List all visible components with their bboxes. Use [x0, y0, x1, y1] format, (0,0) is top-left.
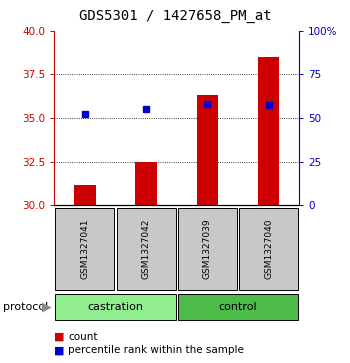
- Text: count: count: [68, 332, 98, 342]
- Bar: [258, 57, 279, 205]
- Text: GSM1327041: GSM1327041: [80, 219, 89, 279]
- Bar: [74, 185, 96, 205]
- Text: ■: ■: [54, 332, 65, 342]
- Text: protocol: protocol: [4, 302, 49, 312]
- Text: GDS5301 / 1427658_PM_at: GDS5301 / 1427658_PM_at: [79, 9, 271, 23]
- Bar: [55, 208, 114, 290]
- Text: control: control: [219, 302, 257, 312]
- Text: GSM1327039: GSM1327039: [203, 218, 212, 279]
- Bar: [239, 208, 298, 290]
- Bar: [135, 162, 157, 205]
- Text: GSM1327042: GSM1327042: [142, 219, 150, 279]
- Bar: [197, 95, 218, 205]
- Text: castration: castration: [88, 302, 144, 312]
- Text: GSM1327040: GSM1327040: [264, 219, 273, 279]
- Bar: [178, 294, 298, 320]
- Bar: [117, 208, 175, 290]
- Bar: [55, 294, 176, 320]
- Bar: [178, 208, 237, 290]
- Text: ▶: ▶: [42, 300, 52, 313]
- Text: ■: ■: [54, 345, 65, 355]
- Text: percentile rank within the sample: percentile rank within the sample: [68, 345, 244, 355]
